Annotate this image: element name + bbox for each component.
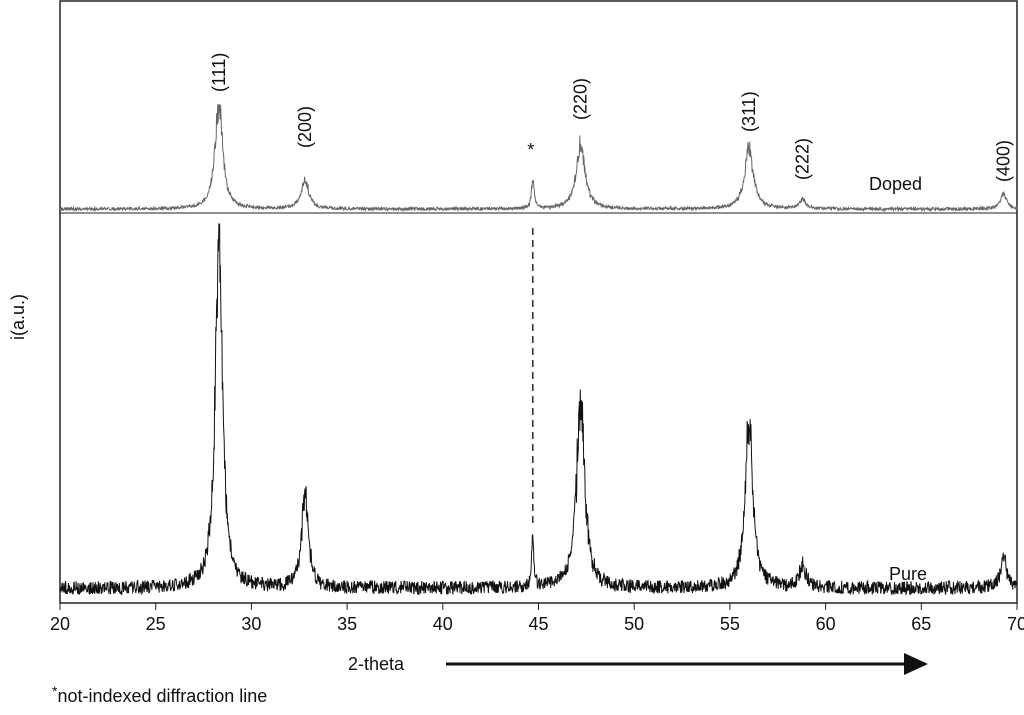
peak-labels: (111) (200) (220) (311) (222) (400) bbox=[209, 53, 1014, 182]
x-tick-label: 30 bbox=[241, 614, 261, 634]
footnote-marker: * bbox=[52, 683, 58, 699]
x-tick-label: 20 bbox=[50, 614, 70, 634]
x-axis-title: 2-theta bbox=[348, 654, 405, 674]
peak-label: (311) bbox=[739, 91, 759, 132]
series-line-doped bbox=[59, 103, 1018, 213]
plot-frame bbox=[59, 0, 1018, 604]
peak-label: (220) bbox=[571, 78, 591, 120]
x-axis-arrow-head bbox=[904, 653, 928, 675]
x-tick-label: 55 bbox=[720, 614, 740, 634]
x-tick-label: 45 bbox=[528, 614, 548, 634]
x-tick-label: 25 bbox=[146, 614, 166, 634]
series-label-doped: Doped bbox=[869, 174, 922, 194]
peak-label: (200) bbox=[295, 106, 315, 148]
footnote-text: not-indexed diffraction line bbox=[57, 686, 267, 706]
x-tick-label: 40 bbox=[433, 614, 453, 634]
series-label-pure: Pure bbox=[889, 564, 927, 584]
x-tick-label: 70 bbox=[1007, 614, 1024, 634]
x-tick-label: 60 bbox=[816, 614, 836, 634]
footnote: *not-indexed diffraction line bbox=[52, 683, 267, 706]
peak-label: (400) bbox=[994, 140, 1014, 182]
peak-label: (222) bbox=[793, 138, 813, 180]
x-tick-label: 35 bbox=[337, 614, 357, 634]
y-axis-title: i(a.u.) bbox=[8, 294, 28, 340]
x-tick-label: 65 bbox=[911, 614, 931, 634]
x-tick-label: 50 bbox=[624, 614, 644, 634]
series-line-pure bbox=[59, 223, 1018, 596]
peak-label: (111) bbox=[209, 53, 229, 92]
not-indexed-asterisk: * bbox=[527, 140, 534, 160]
x-axis-ticks: 20 25 30 35 40 45 50 55 60 65 70 bbox=[50, 603, 1024, 634]
